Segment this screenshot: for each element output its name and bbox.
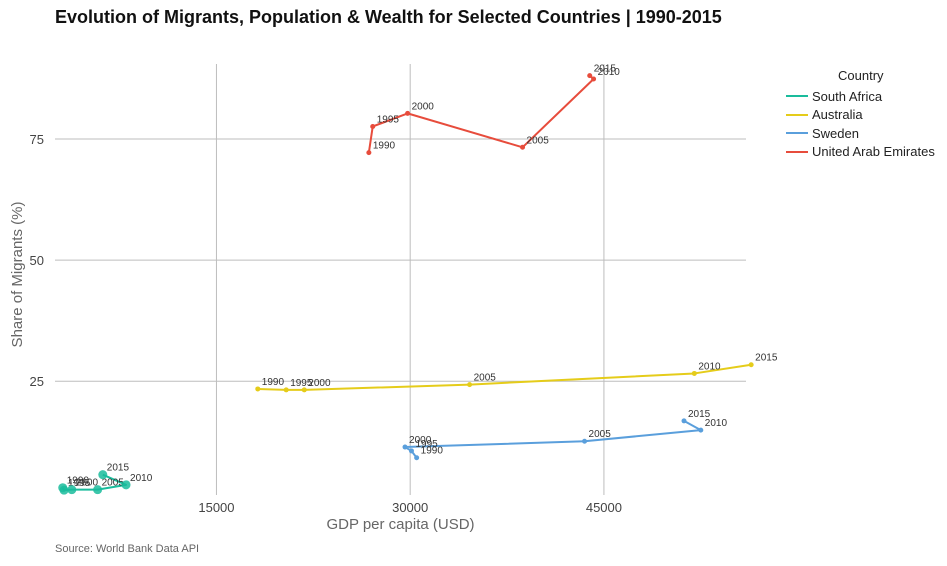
legend-item-australia[interactable]: Australia xyxy=(786,106,935,125)
data-point xyxy=(283,387,289,393)
legend-key xyxy=(786,113,808,116)
point-year-label: 1995 xyxy=(68,478,91,489)
series-line xyxy=(367,74,595,153)
data-point xyxy=(681,418,687,424)
legend-key xyxy=(786,95,808,98)
point-year-label: 1990 xyxy=(421,446,444,457)
point-year-label: 2000 xyxy=(412,101,435,112)
data-point xyxy=(467,382,473,388)
x-tick-label: 30000 xyxy=(392,500,428,515)
point-year-label: 1995 xyxy=(377,114,400,125)
point-year-label: 2010 xyxy=(698,361,721,372)
legend-label: Sweden xyxy=(812,125,859,141)
data-point xyxy=(366,150,372,156)
point-year-label: 2010 xyxy=(598,67,621,78)
legend-label: United Arab Emirates xyxy=(812,144,935,160)
legend-item-sweden[interactable]: Sweden xyxy=(786,124,935,143)
point-year-label: 2005 xyxy=(589,429,612,440)
data-point xyxy=(414,455,420,461)
data-point xyxy=(408,448,414,454)
point-year-label: 2015 xyxy=(594,64,617,75)
point-year-label: 1995 xyxy=(415,439,438,450)
legend-key xyxy=(786,132,808,135)
point-year-label: 2005 xyxy=(474,373,497,384)
x-axis-title: GDP per capita (USD) xyxy=(326,516,474,533)
data-point xyxy=(748,362,754,368)
chart-title: Evolution of Migrants, Population & Weal… xyxy=(55,7,722,27)
legend-key xyxy=(786,150,808,153)
point-year-label: 1995 xyxy=(290,378,313,389)
point-year-label: 2015 xyxy=(755,353,778,364)
data-point xyxy=(582,438,588,444)
legend-title: Country xyxy=(838,68,884,83)
x-tick-label: 45000 xyxy=(586,500,622,515)
source-note: Source: World Bank Data API xyxy=(55,543,200,555)
data-point xyxy=(698,427,704,433)
data-point xyxy=(59,485,69,495)
point-year-label: 2000 xyxy=(308,378,331,389)
data-point xyxy=(691,370,697,376)
data-point xyxy=(67,485,77,495)
data-point xyxy=(301,387,307,393)
point-year-label: 2005 xyxy=(527,135,550,146)
data-point xyxy=(370,123,376,129)
point-year-label: 2015 xyxy=(688,409,711,420)
point-year-label: 2000 xyxy=(76,478,99,489)
legend-item-south-africa[interactable]: South Africa xyxy=(786,87,935,106)
y-axis-title: Share of Migrants (%) xyxy=(9,202,26,348)
point-year-label: 2010 xyxy=(705,418,728,429)
legend-item-uae[interactable]: United Arab Emirates xyxy=(786,143,935,162)
y-tick-label: 75 xyxy=(30,132,44,147)
data-point xyxy=(98,470,108,480)
point-year-label: 1990 xyxy=(262,377,285,388)
data-point xyxy=(520,144,526,150)
point-year-label: 1990 xyxy=(67,476,90,487)
point-year-label: 2015 xyxy=(107,463,130,474)
legend-label: Australia xyxy=(812,107,863,123)
series-line xyxy=(257,363,752,391)
legend-label: South Africa xyxy=(812,88,883,104)
point-year-label: 2005 xyxy=(102,478,125,489)
data-point xyxy=(402,444,408,450)
data-point xyxy=(591,76,597,82)
data-point xyxy=(405,110,411,116)
point-year-label: 2010 xyxy=(130,473,153,484)
x-tick-label: 15000 xyxy=(198,500,234,515)
data-point xyxy=(587,73,593,79)
data-point xyxy=(121,480,131,490)
data-point xyxy=(255,386,261,392)
data-point xyxy=(93,485,103,495)
series-line xyxy=(404,420,702,459)
point-year-label: 2000 xyxy=(409,435,432,446)
y-tick-label: 50 xyxy=(30,253,44,268)
y-tick-label: 25 xyxy=(30,374,44,389)
point-year-label: 1990 xyxy=(373,141,396,152)
legend: Country South Africa Australia Sweden Un… xyxy=(786,68,935,161)
